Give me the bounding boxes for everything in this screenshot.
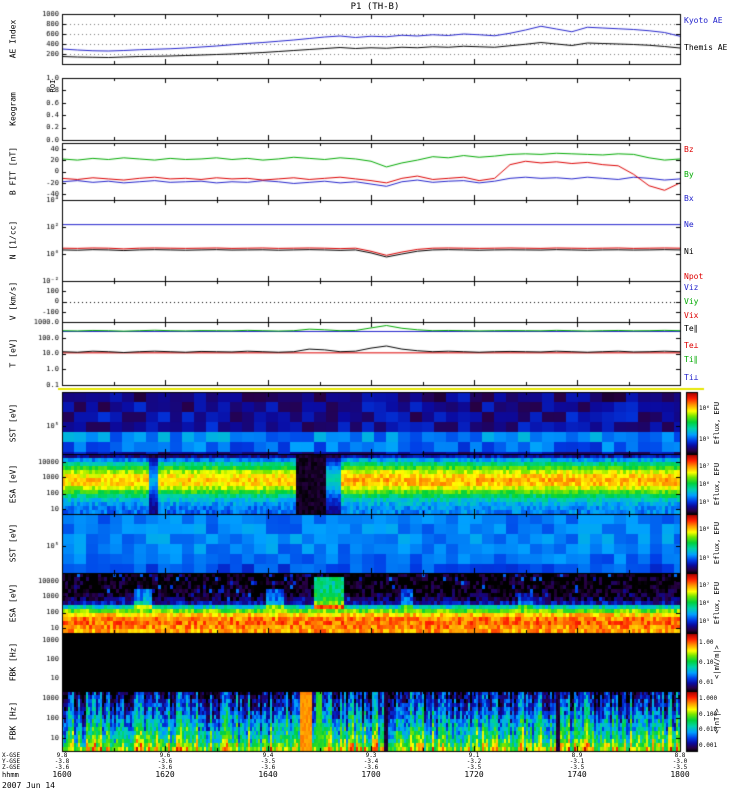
- legend-te-perp: Te⊥: [684, 341, 699, 350]
- colorbar-tick-label: 10⁵: [699, 555, 710, 563]
- ylabel-esa-ions: ESA [eV]: [8, 583, 18, 623]
- ephemeris-value: 9.1: [468, 752, 480, 759]
- colorbar-tick-label: 0.001: [699, 742, 718, 749]
- colorbar-tick-label: 10⁶: [699, 600, 710, 607]
- keogram-roi-label: ROI: [49, 79, 57, 93]
- legend-viy: Viy: [684, 297, 699, 306]
- ephemeris-value: -3.4: [363, 758, 379, 765]
- colorbar-tick-label: 10⁵: [699, 499, 710, 506]
- colorbar-tick-label: 10⁶: [699, 404, 710, 412]
- ephemeris-value: -3.8: [54, 758, 70, 765]
- time-tick-label: 1700: [361, 770, 381, 779]
- ephemeris-value: -3.6: [54, 764, 70, 771]
- hhmm-label: hhmm: [2, 771, 19, 779]
- ephemeris-value: 8.9: [571, 752, 583, 759]
- colorbar-tick-label: 10⁵: [699, 618, 710, 625]
- ylabel-keogram: Keogram: [8, 92, 18, 126]
- ephemeris-value: 9.6: [159, 752, 171, 759]
- ephemeris-value: 8.8: [674, 752, 686, 759]
- time-tick-label: 1720: [464, 770, 484, 779]
- time-tick-label: 1640: [258, 770, 278, 779]
- ephemeris-row-label-z-gse: Z-GSE: [2, 764, 21, 771]
- legend-viz: Viz: [684, 283, 699, 292]
- colorbar-tick-label: 0.100: [699, 710, 718, 718]
- ephemeris-value: 9.8: [56, 752, 68, 759]
- colorbar-unit-fbk-e: <|mV/m|>: [713, 645, 721, 679]
- colorbar-unit-esa-ions: Eflux, EFU: [713, 581, 721, 625]
- ephemeris-value: -3.1: [569, 758, 585, 765]
- legend-te-par: Te∥: [684, 324, 698, 333]
- ylabel-fbk-e: FBK [Hz]: [8, 642, 18, 682]
- colorbar-unit-sst-electrons: Eflux, EFU: [713, 401, 721, 445]
- ephemeris-value: -3.5: [569, 764, 585, 771]
- legend-by: By: [684, 170, 694, 179]
- date-label: 2007 Jun 14: [2, 781, 55, 790]
- ylabel-ae-index: AE Index: [8, 19, 18, 59]
- ephemeris-value: -3.5: [466, 764, 482, 771]
- legend-bx: Bx: [684, 194, 694, 203]
- ephemeris-value: -3.6: [157, 764, 173, 771]
- ephemeris-value: -3.6: [260, 764, 276, 771]
- time-tick-label: 1800: [670, 770, 690, 779]
- colorbar-tick-label: 0.10: [699, 659, 714, 666]
- ephemeris-row-label-y-gse: Y-GSE: [2, 758, 21, 765]
- time-tick-label: 1600: [52, 770, 72, 779]
- colorbar-tick-label: 10⁵: [699, 435, 710, 443]
- ylabel-sst-electrons: SST [eV]: [8, 403, 18, 443]
- ylabel-esa-electrons: ESA [eV]: [8, 464, 18, 504]
- colorbar-unit-sst-ions: Eflux, EFU: [713, 521, 721, 565]
- legend-ni: Ni: [684, 247, 694, 256]
- legend-ti-par: Ti∥: [684, 355, 698, 364]
- colorbar-tick-label: 10⁷: [699, 463, 710, 470]
- colorbar-tick-label: 10⁶: [699, 525, 710, 533]
- ephemeris-value: -3.5: [260, 758, 276, 765]
- ephemeris-value: -3.6: [363, 764, 379, 771]
- ylabel-sst-ions: SST [eV]: [8, 523, 18, 563]
- ephemeris-value: -3.0: [672, 758, 688, 765]
- colorbar-tick-label: 1.000: [699, 695, 718, 703]
- legend-vix: Vix: [684, 311, 699, 320]
- time-tick-label: 1620: [155, 770, 175, 779]
- legend-kyoto-ae: Kyoto AE: [684, 16, 723, 25]
- colorbar-tick-label: 0.01: [699, 679, 714, 687]
- legend-bz: Bz: [684, 145, 694, 154]
- colorbar-tick-label: 1.00: [699, 638, 714, 646]
- ylabel-b-fit: B FIT [nT]: [8, 146, 18, 196]
- plot-title: P1 (TH-B): [350, 2, 400, 12]
- colorbar-tick-label: 10⁶: [699, 481, 710, 488]
- colorbar-unit-esa-electrons: Eflux, EFU: [713, 462, 721, 506]
- ephemeris-row-label-x-gse: X-GSE: [2, 752, 21, 759]
- ylabel-temperature: T [eV]: [8, 338, 18, 368]
- ephemeris-value: -3.2: [466, 758, 482, 765]
- ephemeris-value: -3.6: [157, 758, 173, 765]
- ylabel-velocity: V [km/s]: [8, 281, 18, 321]
- colorbar-tick-label: 10⁷: [699, 582, 710, 589]
- colorbar-tick-label: 0.010: [699, 726, 718, 734]
- legend-ne: Ne: [684, 220, 694, 229]
- ephemeris-value: -3.5: [672, 764, 688, 771]
- ylabel-density: N [1/cc]: [8, 220, 18, 260]
- legend-ti-perp: Ti⊥: [684, 373, 699, 382]
- legend-themis-ae: Themis AE: [684, 43, 728, 52]
- ylabel-fbk-b: FBK [Hz]: [8, 701, 18, 741]
- ephemeris-value: 9.3: [365, 752, 377, 759]
- ephemeris-value: 9.4: [262, 752, 274, 759]
- time-tick-label: 1740: [567, 770, 587, 779]
- legend-npot: Npot: [684, 272, 704, 281]
